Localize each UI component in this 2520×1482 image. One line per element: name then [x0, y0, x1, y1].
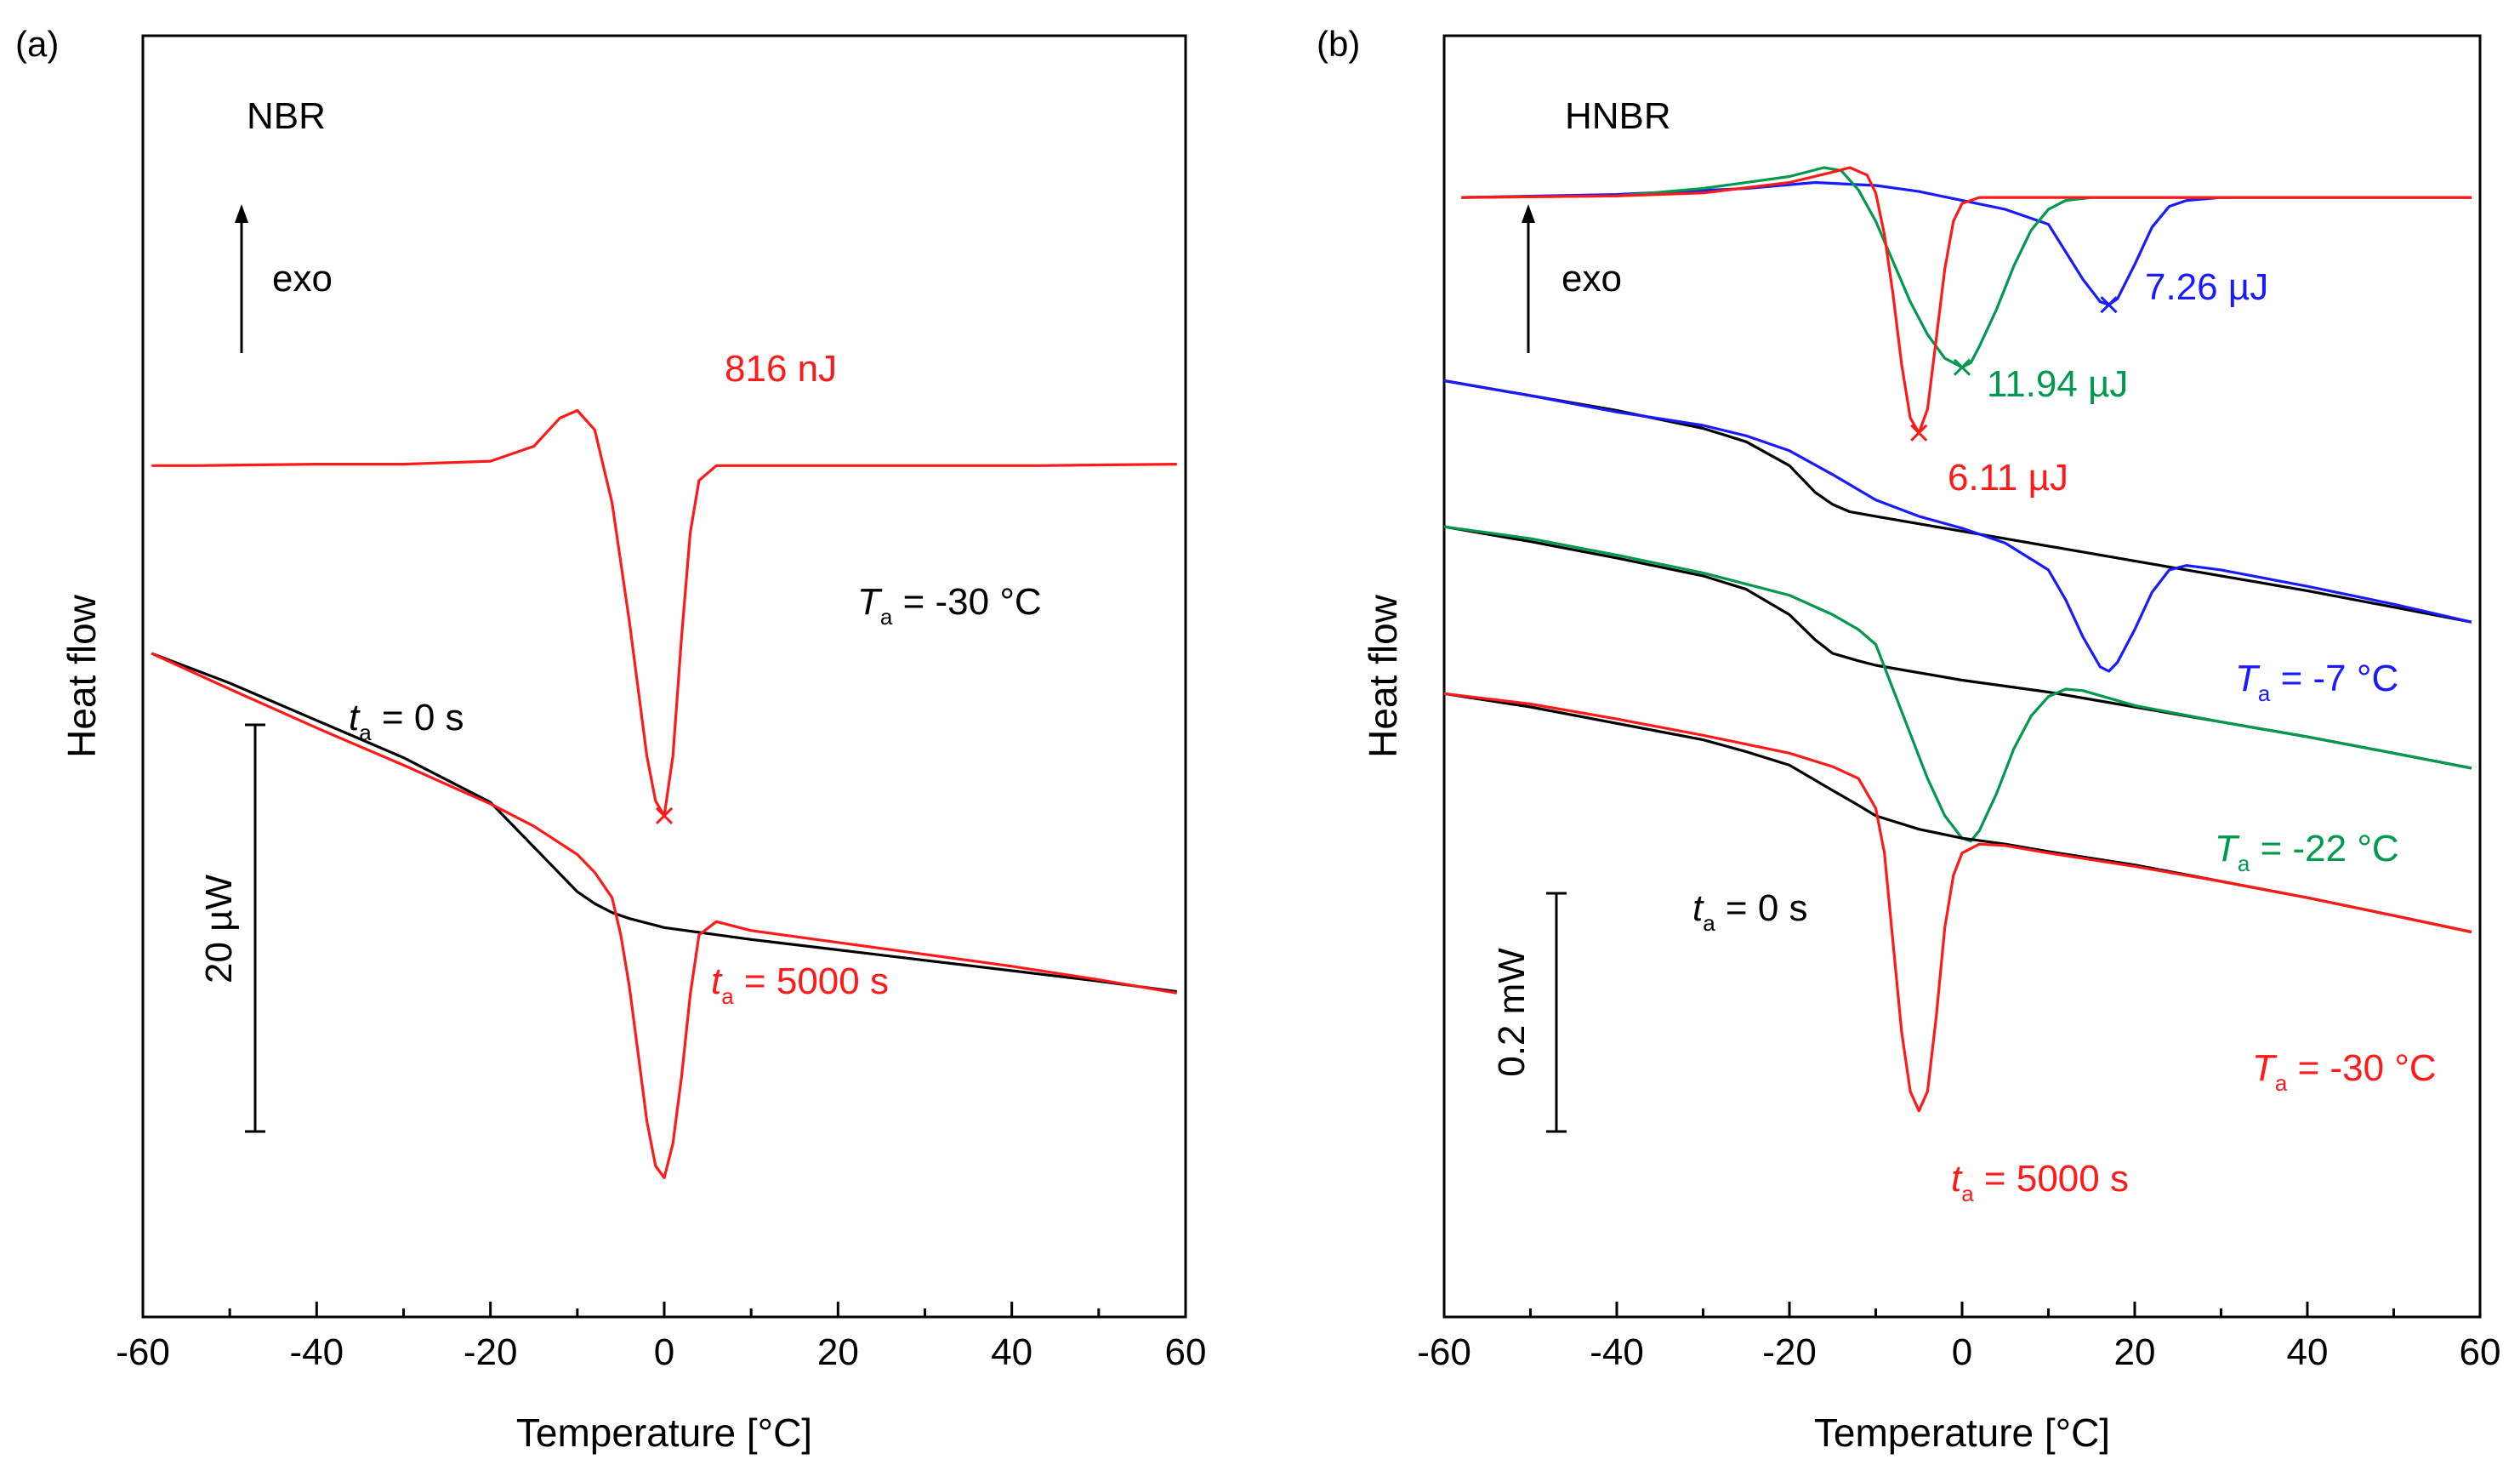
panel-b-enthalpy-blue: 7.26 µJ [2145, 266, 2268, 308]
panel-b-x-tick-label: 40 [2287, 1331, 2329, 1373]
panel-b-series-5 [1443, 525, 2472, 770]
panel-b-x-tick-label: 0 [1952, 1331, 1972, 1373]
panel-a-peak-marker-0 [655, 807, 674, 824]
panel-b-x-ticks: -60 -40 -20 0 20 40 60 [1417, 1302, 2500, 1373]
panel-a-x-tick-label: -60 [116, 1331, 170, 1373]
panel-b-curves [1443, 166, 2472, 1113]
panel-b-x-tick-label: -60 [1417, 1331, 1471, 1373]
panel-a-x-tick-label: 40 [991, 1331, 1032, 1373]
panel-b-series-3 [1443, 379, 2472, 624]
panel-a-t5000-label: ta = 5000 s [711, 960, 889, 1009]
panel-a-enthalpy-label: 816 nJ [725, 348, 837, 390]
panel-a-x-tick-label: 0 [654, 1331, 674, 1373]
panel-a-x-tick-label: -40 [290, 1331, 344, 1373]
panel-a-curves [151, 408, 1178, 1180]
panel-a-x-axis-title: Temperature [°C] [516, 1411, 812, 1455]
panel-b-peak-marker-2 [1910, 424, 1928, 442]
panel-b-exo-label: exo [1561, 258, 1622, 299]
panel-a-plot-frame [141, 34, 1187, 1319]
panel-b-exo-arrowhead [1522, 204, 1535, 223]
panel-b-sample-title: HNBR [1565, 95, 1671, 137]
panel-a-x-tick-label: 20 [817, 1331, 859, 1373]
panel-b-t5000-label: ta = 5000 s [1951, 1158, 2129, 1206]
panel-b-t0-label: ta = 0 s [1692, 887, 1808, 936]
panel-a-ta-label: Ta = -30 °C [857, 581, 1042, 630]
panel-b-y-axis-title: Heat flow [1361, 594, 1405, 758]
panel-b-x-tick-label: 20 [2114, 1331, 2156, 1373]
panel-b-series-2 [1461, 166, 2472, 435]
panel-b-peak-marker-1 [1953, 358, 1971, 376]
panel-b-ta-minus22-label: Ta = -22 °C [2215, 828, 2399, 876]
panel-b-x-tick-label: -20 [1762, 1331, 1817, 1373]
panel-b-x-tick-label: -40 [1590, 1331, 1644, 1373]
panel-a-y-axis-title: Heat flow [60, 594, 104, 758]
panel-a-exo-label: exo [272, 258, 333, 299]
panel-a-scale-bar-label: 20 µW [198, 875, 240, 984]
panel-a-series-1 [151, 652, 1178, 994]
panel-b-x-axis-title: Temperature [°C] [1814, 1411, 2110, 1455]
panel-a-x-tick-label: -20 [464, 1331, 518, 1373]
panel-a-scale-bar [245, 723, 265, 1133]
panel-b-ta-minus30-label: Ta = -30 °C [2252, 1047, 2437, 1096]
panel-b-enthalpy-green: 11.94 µJ [1987, 363, 2128, 405]
panel-a-series-0 [151, 408, 1177, 818]
panel-a-series-2 [151, 652, 1178, 1180]
panel-b-series-8 [1443, 692, 2472, 1113]
panel-a-tag: (a) [15, 24, 59, 64]
panel-b-scale-bar-label: 0.2 mW [1491, 948, 1533, 1077]
panel-b-peak-marker-0 [2100, 296, 2118, 314]
panel-b: (b) -60 -40 -20 0 20 40 60 Temperature [°C] He… [1317, 24, 2500, 1455]
panel-b-series-7 [1443, 692, 2472, 934]
panel-b-series-4 [1443, 379, 2472, 673]
panel-a-sample-title: NBR [247, 95, 326, 137]
panel-b-x-tick-label: 60 [2460, 1331, 2501, 1373]
panel-a-x-ticks: -60 -40 -20 0 20 40 60 [116, 1302, 1206, 1373]
panel-b-enthalpy-red: 6.11 µJ [1948, 457, 2068, 499]
panel-b-scale-bar [1546, 892, 1567, 1133]
panel-a-exo-arrowhead [235, 204, 248, 223]
panel-a: (a) -60 -40 -20 0 20 40 60 Temperature [°C] He… [15, 24, 1206, 1455]
panel-b-ta-minus7-label: Ta = -7 °C [2235, 658, 2398, 706]
panel-b-series-1 [1461, 166, 2472, 369]
panel-a-x-tick-label: 60 [1165, 1331, 1207, 1373]
panel-a-t0-label: ta = 0 s [349, 697, 464, 745]
panel-b-series-0 [1461, 180, 2472, 306]
panel-b-tag: (b) [1317, 24, 1360, 64]
